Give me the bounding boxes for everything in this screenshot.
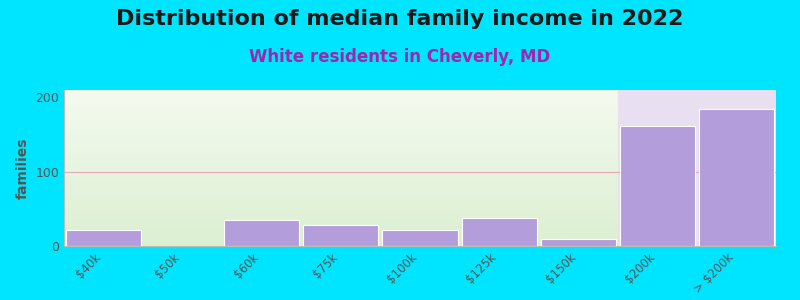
Bar bbox=[541, 238, 616, 246]
Bar bbox=[699, 109, 774, 246]
Bar bbox=[618, 90, 776, 246]
Bar bbox=[462, 218, 537, 246]
Bar bbox=[303, 225, 378, 246]
Bar bbox=[620, 126, 695, 246]
Bar bbox=[66, 230, 141, 246]
Text: Distribution of median family income in 2022: Distribution of median family income in … bbox=[116, 9, 684, 29]
Bar bbox=[382, 230, 458, 246]
Y-axis label: families: families bbox=[16, 137, 30, 199]
Text: White residents in Cheverly, MD: White residents in Cheverly, MD bbox=[250, 48, 550, 66]
Bar bbox=[224, 220, 299, 246]
